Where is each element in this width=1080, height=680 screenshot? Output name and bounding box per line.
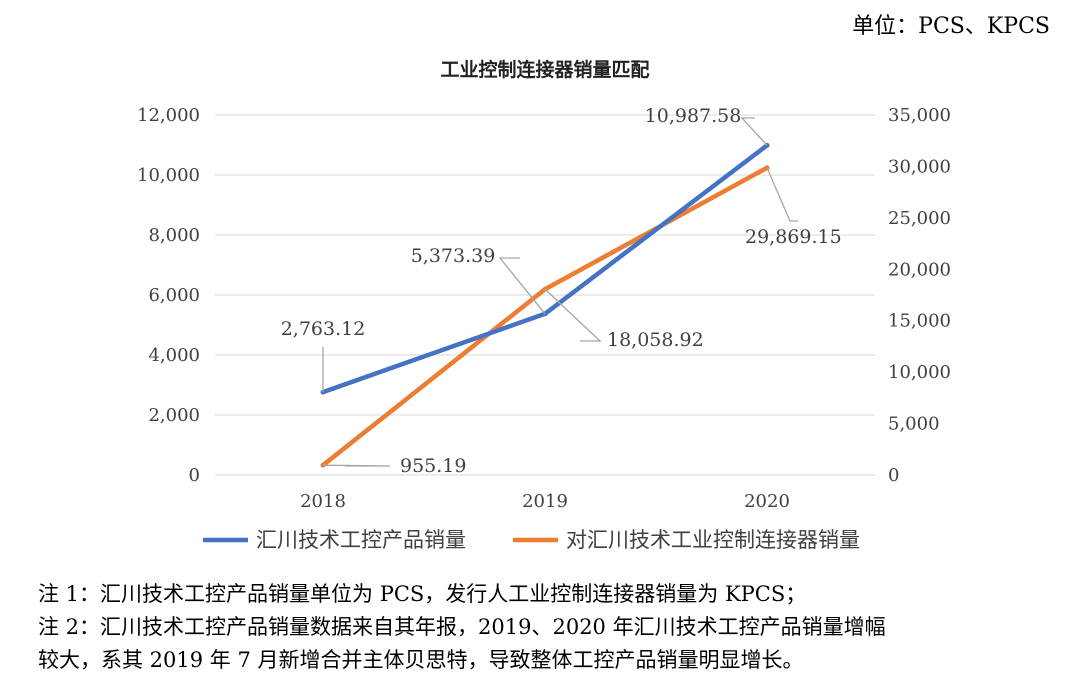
footnotes: 注 1：汇川技术工控产品销量单位为 PCS，发行人工业控制连接器销量为 KPCS… bbox=[38, 578, 1048, 677]
left-tick-label: 4,000 bbox=[148, 345, 200, 366]
right-tick-label: 10,000 bbox=[888, 362, 951, 383]
x-axis: 2018 2019 2020 bbox=[300, 491, 790, 512]
right-tick-label: 35,000 bbox=[888, 105, 951, 126]
legend-label: 对汇川技术工业控制连接器销量 bbox=[566, 528, 860, 552]
right-tick-label: 25,000 bbox=[888, 208, 951, 229]
label-leader-line bbox=[766, 167, 798, 222]
data-label: 10,987.58 bbox=[645, 105, 742, 127]
series-group bbox=[320, 142, 770, 468]
right-tick-label: 0 bbox=[888, 465, 899, 486]
data-label: 5,373.39 bbox=[411, 245, 496, 267]
x-tick-label: 2020 bbox=[744, 491, 790, 512]
x-tick-label: 2019 bbox=[522, 491, 568, 512]
data-label: 29,869.15 bbox=[745, 226, 842, 248]
left-tick-label: 10,000 bbox=[137, 165, 200, 186]
data-label: 18,058.92 bbox=[607, 329, 704, 351]
right-tick-label: 5,000 bbox=[888, 414, 940, 435]
series-line bbox=[320, 165, 770, 468]
chart-title: 工业控制连接器销量匹配 bbox=[440, 58, 649, 81]
right-tick-label: 15,000 bbox=[888, 311, 951, 332]
x-tick-label: 2018 bbox=[300, 491, 346, 512]
left-tick-label: 0 bbox=[189, 465, 200, 486]
data-label: 955.19 bbox=[400, 455, 466, 477]
legend-label: 汇川技术工控产品销量 bbox=[256, 528, 466, 552]
data-point bbox=[764, 165, 770, 171]
line-chart: 工业控制连接器销量匹配 0 2,000 4,000 6,000 8,000 10,000 1… bbox=[137, 58, 951, 552]
data-label: 2,763.12 bbox=[281, 318, 366, 340]
footnote-1: 注 1：汇川技术工控产品销量单位为 PCS，发行人工业控制连接器销量为 KPCS… bbox=[38, 582, 807, 606]
right-tick-label: 30,000 bbox=[888, 156, 951, 177]
label-leader-line bbox=[322, 464, 391, 467]
left-axis: 0 2,000 4,000 6,000 8,000 10,000 12,000 bbox=[137, 105, 200, 486]
left-tick-label: 2,000 bbox=[148, 405, 200, 426]
gridlines bbox=[215, 114, 875, 476]
left-tick-label: 12,000 bbox=[137, 105, 200, 126]
label-leader-line bbox=[740, 117, 768, 146]
unit-note: 单位：PCS、KPCS bbox=[852, 14, 1050, 39]
footnote-2: 注 2：汇川技术工控产品销量数据来自其年报，2019、2020 年汇川技术工控产… bbox=[38, 615, 886, 639]
left-tick-label: 8,000 bbox=[148, 225, 200, 246]
label-leader-line bbox=[498, 257, 546, 315]
right-tick-label: 20,000 bbox=[888, 259, 951, 280]
left-tick-label: 6,000 bbox=[148, 285, 200, 306]
data-labels: 2,763.12 5,373.39 10,987.58 955.19 18,058.92… bbox=[281, 105, 842, 477]
legend: 汇川技术工控产品销量 对汇川技术工业控制连接器销量 bbox=[203, 528, 860, 552]
right-axis: 0 5,000 10,000 15,000 20,000 25,000 30,000 35,0… bbox=[888, 105, 951, 486]
footnote-3: 较大，系其 2019 年 7 月新增合并主体贝思特，导致整体工控产品销量明显增长… bbox=[38, 648, 804, 672]
label-leader-line bbox=[544, 288, 602, 342]
